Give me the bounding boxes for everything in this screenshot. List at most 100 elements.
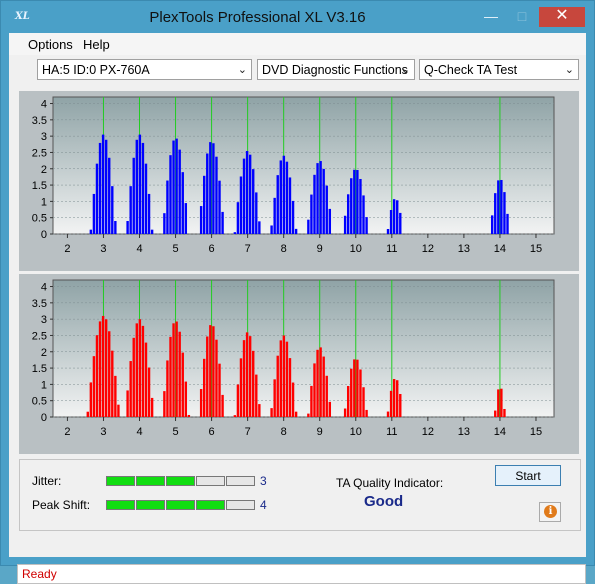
menu-help[interactable]: Help	[83, 37, 110, 52]
y-tick-label: 3	[41, 314, 47, 326]
title-bar: XL PlexTools Professional XL V3.16 — □ ✕	[1, 1, 594, 33]
peak-shift-meter-segment	[136, 500, 165, 510]
y-tick-label: 1.5	[32, 363, 47, 375]
histogram-bar	[365, 409, 368, 417]
histogram-bar	[239, 358, 243, 417]
histogram-bar	[325, 375, 328, 417]
close-icon[interactable]: ✕	[539, 7, 585, 27]
histogram-bar	[392, 379, 396, 417]
histogram-bar	[285, 161, 289, 234]
jitter-meter-segment	[166, 476, 195, 486]
histogram-bar	[328, 401, 332, 417]
histogram-bar	[132, 157, 135, 234]
histogram-bar	[310, 194, 313, 234]
histogram-bar	[346, 386, 350, 417]
y-tick-label: 1	[41, 196, 47, 208]
histogram-bar	[138, 319, 142, 417]
histogram-bar	[147, 193, 151, 234]
histogram-bar	[108, 157, 111, 234]
start-button[interactable]: Start	[495, 465, 561, 486]
histogram-bar	[215, 339, 218, 417]
info-button[interactable]: i	[539, 502, 561, 522]
histogram-bar	[313, 174, 316, 234]
histogram-bar	[248, 336, 252, 417]
histogram-bar	[322, 356, 325, 417]
histogram-bar	[187, 414, 191, 417]
histogram-bar	[236, 202, 240, 234]
histogram-bar	[163, 213, 166, 234]
x-tick-label: 11	[386, 243, 397, 255]
x-tick-label: 5	[172, 243, 178, 255]
histogram-bar	[163, 391, 166, 417]
histogram-bar	[221, 394, 224, 417]
peak-shift-meter-segment	[196, 500, 225, 510]
histogram-bar	[203, 175, 206, 234]
jitter-label: Jitter:	[32, 474, 62, 488]
histogram-bar	[98, 321, 102, 417]
histogram-bar	[135, 323, 139, 417]
x-tick-label: 5	[172, 426, 178, 438]
histogram-bar	[111, 186, 114, 234]
histogram-bar	[101, 315, 105, 417]
histogram-bar	[288, 358, 292, 417]
x-tick-label: 8	[281, 243, 287, 255]
function-select[interactable]: DVD Diagnostic Functions ⌄	[257, 59, 415, 80]
histogram-bar	[362, 387, 365, 417]
x-tick-label: 3	[100, 243, 106, 255]
menu-options[interactable]: Options	[28, 37, 73, 52]
x-tick-label: 15	[530, 426, 542, 438]
x-tick-label: 7	[245, 243, 251, 255]
histogram-bar	[497, 389, 500, 417]
chevron-down-icon: ⌄	[564, 64, 574, 76]
histogram-bar	[343, 408, 347, 417]
histogram-bar	[138, 134, 142, 234]
histogram-bar	[399, 393, 402, 417]
drive-select[interactable]: HA:5 ID:0 PX-760A ⌄	[37, 59, 252, 80]
histogram-bar	[276, 355, 279, 417]
histogram-bar	[316, 163, 319, 234]
histogram-bar	[209, 325, 212, 417]
jitter-value: 3	[260, 474, 267, 488]
histogram-bar	[490, 215, 494, 234]
histogram-bar	[98, 142, 102, 234]
histogram-bar	[316, 349, 319, 417]
drive-select-value: HA:5 ID:0 PX-760A	[42, 63, 150, 77]
histogram-bar	[503, 408, 506, 417]
histogram-bar	[276, 175, 279, 234]
y-tick-label: 0	[41, 412, 47, 424]
histogram-bar	[288, 177, 292, 234]
peak-shift-meter-segment	[226, 500, 255, 510]
histogram-bar	[389, 390, 393, 417]
histogram-bar	[273, 197, 276, 234]
peak-shift-meter-segment	[106, 500, 135, 510]
y-tick-label: 2.5	[32, 147, 47, 159]
histogram-bar	[350, 178, 353, 234]
status-bar: Ready	[17, 564, 586, 584]
lower-chart: 0 0.5 1 1.5 2 2.5 3 3.5 4 2 3 4 5 6 7 8 9 10 11 12 13 14 15	[32, 279, 555, 438]
histogram-bar	[389, 209, 393, 234]
histogram-bar	[144, 342, 148, 417]
histogram-bar	[258, 404, 261, 417]
histogram-bar	[248, 154, 252, 234]
jitter-meter-segment	[136, 476, 165, 486]
x-tick-label: 6	[209, 243, 215, 255]
x-tick-label: 3	[100, 426, 106, 438]
histogram-bar	[356, 170, 359, 234]
minimize-icon[interactable]: —	[484, 8, 498, 24]
histogram-bar	[350, 368, 353, 417]
ta-quality-label: TA Quality Indicator:	[336, 476, 444, 490]
histogram-bar	[291, 382, 295, 417]
histogram-bar	[279, 160, 282, 234]
histogram-bar	[270, 225, 273, 234]
histogram-bar	[203, 358, 206, 417]
client-area: Options Help HA:5 ID:0 PX-760A ⌄ DVD Dia…	[9, 33, 586, 584]
histogram-bar	[117, 404, 120, 417]
maximize-icon[interactable]: □	[517, 8, 527, 24]
info-icon: i	[544, 505, 557, 518]
test-select[interactable]: Q-Check TA Test ⌄	[419, 59, 579, 80]
histogram-bar	[126, 390, 129, 417]
histogram-bar	[245, 150, 249, 234]
chevron-down-icon: ⌄	[400, 64, 410, 76]
histogram-bar	[285, 341, 289, 417]
histogram-bar	[386, 229, 390, 234]
